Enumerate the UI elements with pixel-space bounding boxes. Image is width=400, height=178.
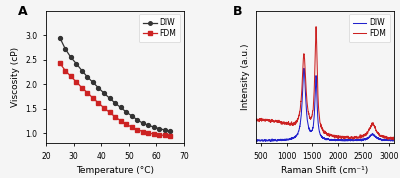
Y-axis label: Intensity (a.u.): Intensity (a.u.) [241,44,250,110]
DIW [107,97,112,99]
DIW [113,102,118,104]
DIW [58,37,62,39]
DIW [257,140,262,142]
Legend: DIW, FDM: DIW, FDM [349,14,390,42]
FDM [107,111,112,113]
FDM [314,26,318,28]
FDM [392,138,396,140]
FDM [90,97,95,99]
DIW [326,139,331,141]
FDM [102,107,106,109]
FDM [124,123,128,125]
DIW [102,92,106,94]
FDM [96,102,101,104]
DIW [304,107,309,109]
DIW [162,129,167,131]
Legend: DIW, FDM: DIW, FDM [139,14,180,42]
DIW [168,130,173,132]
Line: FDM: FDM [58,61,172,138]
DIW [151,126,156,128]
FDM [118,120,123,122]
FDM [162,134,167,137]
DIW [85,76,90,78]
FDM [135,129,140,131]
DIW [80,70,84,72]
DIW [90,81,95,83]
DIW [118,106,123,109]
DIW [302,67,306,69]
FDM [151,133,156,135]
Line: DIW: DIW [256,68,394,141]
DIW [392,139,396,142]
FDM [392,139,396,141]
FDM [346,137,351,139]
FDM [157,134,162,136]
DIW [135,119,140,121]
FDM [326,134,331,136]
DIW [261,139,266,141]
DIW [157,127,162,130]
DIW [347,139,352,141]
Y-axis label: Viscosity (cP): Viscosity (cP) [11,47,20,107]
FDM [129,126,134,128]
FDM [140,130,145,133]
FDM [74,81,79,83]
FDM [63,70,68,72]
Line: DIW: DIW [58,36,172,133]
Text: A: A [18,5,28,18]
DIW [290,137,294,139]
FDM [304,89,308,91]
FDM [113,116,118,118]
FDM [85,92,90,94]
DIW [140,122,145,124]
Line: FDM: FDM [256,27,394,140]
FDM [58,62,62,64]
X-axis label: Raman Shift (cm⁻¹): Raman Shift (cm⁻¹) [281,166,368,175]
FDM [80,87,84,89]
FDM [146,132,150,134]
DIW [268,140,273,142]
DIW [146,124,150,126]
FDM [168,135,173,137]
FDM [254,120,258,122]
DIW [124,111,128,113]
DIW [68,56,73,58]
DIW [96,87,101,89]
DIW [254,140,258,142]
FDM [257,120,262,122]
DIW [74,63,79,65]
FDM [289,123,294,125]
DIW [63,48,68,50]
Text: B: B [232,5,242,18]
FDM [261,119,266,121]
X-axis label: Temperature (°C): Temperature (°C) [76,166,154,175]
FDM [68,75,73,78]
DIW [129,115,134,117]
